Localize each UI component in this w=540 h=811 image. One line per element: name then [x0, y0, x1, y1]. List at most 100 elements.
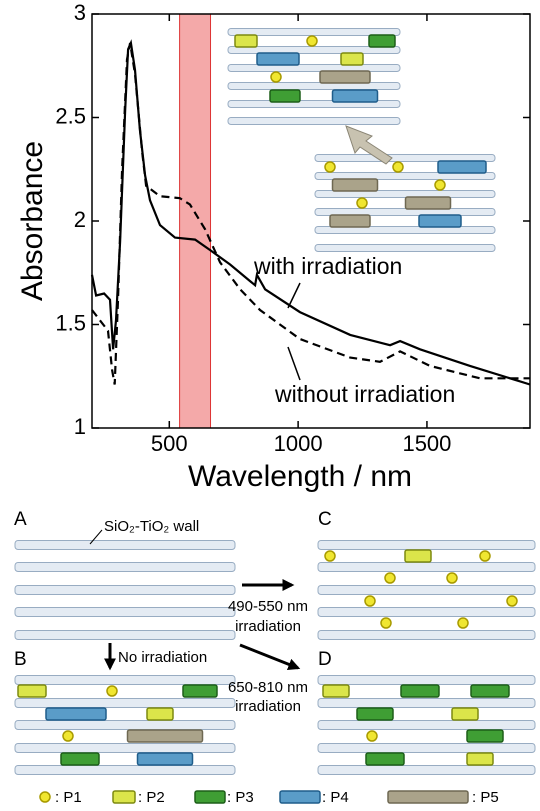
wall	[227, 117, 401, 125]
molecule	[418, 214, 462, 228]
series-line	[91, 42, 530, 385]
arrow	[239, 643, 301, 671]
wall	[317, 562, 536, 572]
molecule	[364, 595, 376, 607]
wall	[227, 64, 401, 72]
molecule	[331, 178, 379, 192]
y-tick-label: 3	[74, 0, 86, 25]
wall	[227, 46, 401, 54]
wall	[14, 675, 236, 685]
molecule	[17, 684, 47, 698]
wall	[314, 208, 496, 216]
molecule	[112, 790, 136, 804]
arrow-label: 650-810 nm	[228, 679, 308, 696]
schematics	[14, 28, 536, 804]
molecule	[39, 791, 51, 803]
legend-label: : P3	[227, 789, 254, 806]
x-axis-label: Wavelength / nm	[188, 460, 412, 493]
molecule	[182, 684, 218, 698]
legend-label: : P5	[472, 789, 499, 806]
molecule	[306, 35, 318, 47]
legend-label: : P1	[55, 789, 82, 806]
molecule	[279, 790, 321, 804]
y-tick-label: 2.5	[55, 103, 86, 128]
wall	[14, 540, 236, 550]
highlight-band	[179, 13, 212, 429]
leader-line	[287, 282, 301, 309]
molecule	[437, 160, 487, 174]
leader-line	[89, 529, 103, 545]
wall-label: SiO₂-TiO₂ wall	[104, 518, 199, 535]
annotation: without irradiation	[274, 381, 455, 407]
x-tick-label: 500	[151, 431, 188, 456]
molecule	[60, 752, 100, 766]
molecule	[387, 790, 469, 804]
panel-label: A	[14, 509, 27, 530]
x-tick-label: 1000	[274, 431, 323, 456]
molecule	[506, 595, 518, 607]
molecule	[319, 70, 371, 84]
molecule	[466, 729, 504, 743]
molecule	[451, 707, 479, 721]
molecule	[446, 572, 458, 584]
panel-label: D	[318, 649, 332, 670]
molecule	[45, 707, 107, 721]
molecule	[400, 684, 440, 698]
molecule	[457, 617, 469, 629]
molecule	[368, 34, 396, 48]
arrow-label: 490-550 nm	[228, 598, 308, 615]
legend-label: : P4	[322, 789, 349, 806]
wall	[14, 562, 236, 572]
wall	[314, 190, 496, 198]
y-tick-label: 2	[74, 207, 86, 232]
molecule	[365, 752, 405, 766]
wall	[14, 607, 236, 617]
wall	[317, 540, 536, 550]
wall	[314, 226, 496, 234]
molecule	[466, 752, 494, 766]
arrow-label: No irradiation	[118, 649, 207, 666]
wall	[14, 743, 236, 753]
x-tick-label: 1500	[402, 431, 451, 456]
molecule	[136, 752, 194, 766]
molecule	[380, 617, 392, 629]
panel-label: B	[14, 649, 27, 670]
wall	[227, 28, 401, 36]
wall	[317, 743, 536, 753]
wall	[227, 82, 401, 90]
wall	[317, 607, 536, 617]
molecule	[126, 729, 204, 743]
wall	[317, 585, 536, 595]
wall	[317, 630, 536, 640]
wall	[317, 698, 536, 708]
molecule	[194, 790, 226, 804]
wall	[14, 698, 236, 708]
molecule	[106, 685, 118, 697]
legend-label: : P2	[138, 789, 165, 806]
molecule	[270, 71, 282, 83]
series-line	[90, 39, 531, 386]
molecule	[324, 550, 336, 562]
molecule	[356, 197, 368, 209]
wall	[317, 720, 536, 730]
wall	[314, 172, 496, 180]
y-tick-label: 1	[74, 414, 86, 439]
wall	[14, 630, 236, 640]
molecule	[404, 549, 432, 563]
molecule	[366, 730, 378, 742]
molecule	[269, 89, 301, 103]
wall	[317, 765, 536, 775]
y-axis-label: Absorbance	[16, 141, 49, 301]
molecule	[329, 214, 371, 228]
transition-arrow	[345, 125, 393, 165]
molecule	[392, 161, 404, 173]
annotation: with irradiation	[253, 253, 402, 279]
panel-label: C	[318, 509, 332, 530]
molecule	[470, 684, 510, 698]
molecule	[146, 707, 174, 721]
arrow-label: irradiation	[235, 618, 301, 635]
wall	[317, 675, 536, 685]
arrow-label: irradiation	[235, 698, 301, 715]
y-tick-label: 1.5	[55, 310, 86, 335]
